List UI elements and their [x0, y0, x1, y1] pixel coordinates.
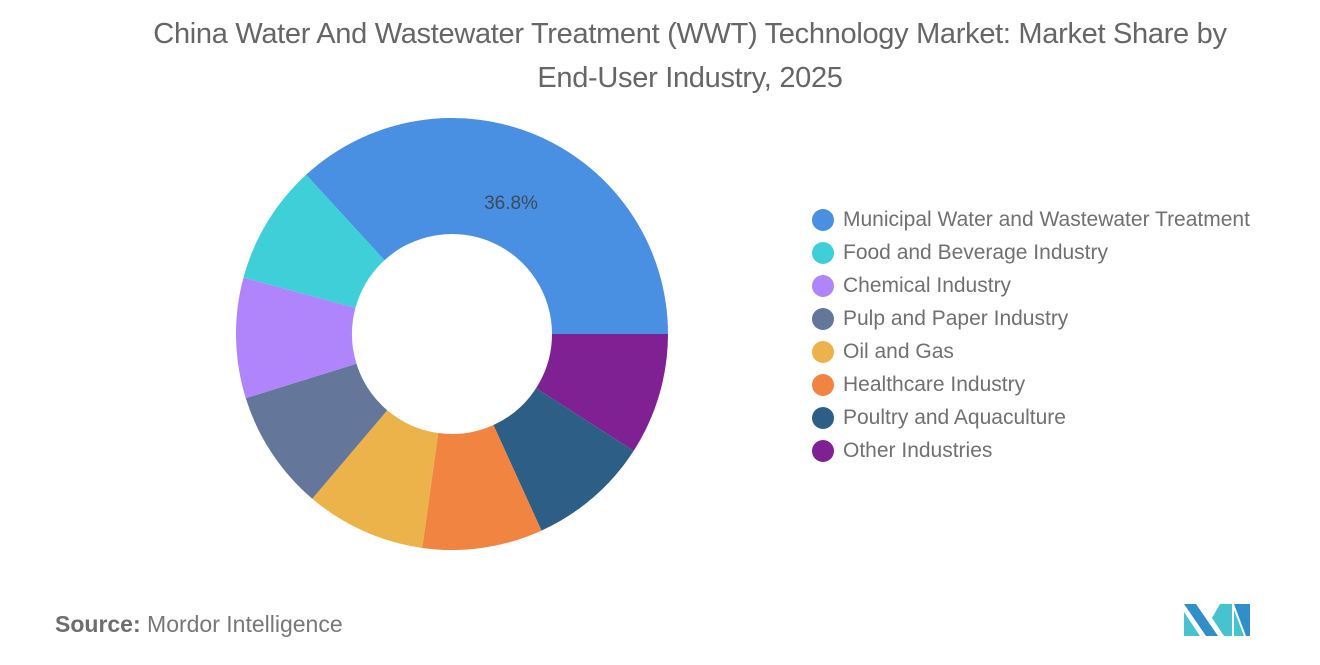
legend-label: Chemical Industry	[843, 273, 1012, 297]
chart-title: China Water And Wastewater Treatment (WW…	[153, 18, 1227, 94]
source-value: Mordor Intelligence	[147, 611, 343, 637]
source-label: Source:	[55, 611, 141, 637]
legend-item: Chemical Industry	[812, 269, 1250, 302]
source-note: Source: Mordor Intelligence	[55, 611, 343, 638]
donut-slice	[306, 118, 668, 335]
legend-swatch-icon	[812, 340, 834, 363]
legend-item: Food and Beverage Industry	[812, 236, 1250, 269]
donut-slice	[312, 410, 439, 548]
legend-swatch-icon	[812, 373, 834, 396]
donut-slice	[422, 425, 542, 550]
legend-swatch-icon	[812, 439, 834, 462]
legend-item: Healthcare Industry	[812, 368, 1250, 401]
legend-swatch-icon	[812, 307, 834, 330]
donut-slice	[243, 174, 385, 308]
legend-swatch-icon	[812, 406, 834, 429]
legend-item: Pulp and Paper Industry	[812, 302, 1250, 335]
donut-slice	[245, 363, 388, 499]
legend-item: Other Industries	[812, 434, 1250, 467]
legend-swatch-icon	[812, 241, 834, 264]
legend-label: Pulp and Paper Industry	[843, 306, 1069, 330]
legend-label: Poultry and Aquaculture	[843, 405, 1066, 429]
donut-slice	[536, 334, 668, 451]
slice-percent-label: 36.8%	[484, 193, 538, 214]
legend-swatch-icon	[812, 208, 834, 231]
donut-chart: 36.8%	[235, 118, 668, 550]
legend-item: Poultry and Aquaculture	[812, 401, 1250, 434]
legend-label: Municipal Water and Wastewater Treatment	[843, 207, 1250, 231]
legend-label: Oil and Gas	[843, 339, 954, 363]
mordor-intelligence-logo-icon	[1184, 604, 1250, 636]
legend-label: Healthcare Industry	[843, 372, 1026, 396]
legend-swatch-icon	[812, 274, 834, 297]
donut-slice	[235, 277, 357, 399]
legend-label: Other Industries	[843, 438, 993, 462]
donut-slice	[493, 388, 634, 531]
legend-item: Municipal Water and Wastewater Treatment	[812, 203, 1250, 236]
chart-legend: Municipal Water and Wastewater Treatment…	[812, 203, 1250, 467]
legend-item: Oil and Gas	[812, 335, 1250, 368]
legend-label: Food and Beverage Industry	[843, 240, 1109, 264]
